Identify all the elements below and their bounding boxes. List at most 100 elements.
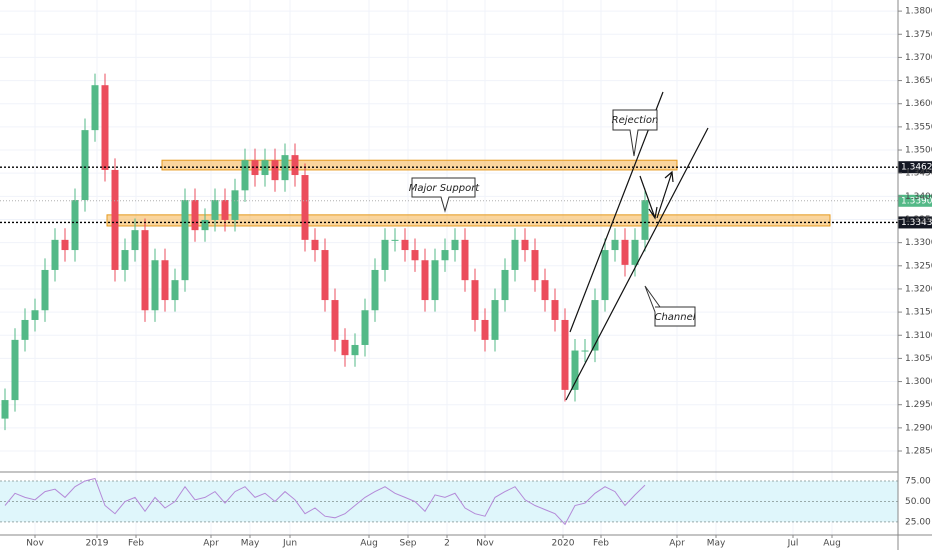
candle-body <box>421 260 429 301</box>
y-tick-label: 1.37500 <box>905 30 932 40</box>
candle-body <box>301 175 309 240</box>
x-tick-label: Apr <box>669 539 685 549</box>
candle-body <box>221 200 229 220</box>
x-tick-label: 2 <box>444 539 450 549</box>
candle-body <box>541 280 549 301</box>
candle-body <box>571 350 579 390</box>
x-tick-label: Jun <box>282 539 297 549</box>
annotation-support: Major Support <box>409 177 481 213</box>
candle-body <box>11 339 19 401</box>
candle-body <box>481 319 489 340</box>
candle-body <box>211 200 219 220</box>
candle-body <box>31 310 39 320</box>
candle-body <box>611 239 619 251</box>
candle-body <box>511 239 519 270</box>
candle-body <box>61 239 69 251</box>
candle-body <box>461 239 469 281</box>
annotation-rejection: Rejection <box>612 109 658 157</box>
candle-body <box>231 190 239 220</box>
candle-body <box>321 250 329 301</box>
candle-body <box>241 160 249 191</box>
candle-body <box>101 85 109 170</box>
candle-body <box>251 160 259 176</box>
x-tick-label: Jul <box>787 539 799 549</box>
candle-body <box>601 250 609 301</box>
candle-body <box>191 200 199 231</box>
y-tick-label: 1.33500 <box>905 215 932 225</box>
callout <box>411 177 476 213</box>
y-tick-label: 1.37000 <box>905 53 932 63</box>
candle-body <box>71 200 79 251</box>
y-tick-label: 1.34000 <box>905 192 932 202</box>
candle-body <box>291 155 299 176</box>
drawings <box>565 91 709 401</box>
y-tick-label: 1.30000 <box>905 377 932 387</box>
y-tick-label: 1.31000 <box>905 331 932 341</box>
y-tick-label: 1.32500 <box>905 261 932 271</box>
channel-lower <box>565 127 709 401</box>
candle-body <box>371 269 379 311</box>
level-label: 1.34629 <box>901 163 932 173</box>
candle-body <box>591 300 599 351</box>
candle-body <box>441 250 449 261</box>
level-tag <box>898 161 932 174</box>
y-tick-label: 1.32000 <box>905 284 932 294</box>
candle-body <box>1 400 9 419</box>
candle-body <box>161 260 169 301</box>
y-tick-label: 1.35500 <box>905 122 932 132</box>
x-tick-label: Sep <box>400 539 417 549</box>
annotation: Major Support <box>409 183 481 194</box>
rsi-line <box>4 477 646 526</box>
x-tick-label: 2019 <box>86 539 109 549</box>
y-tick-label: 1.36500 <box>905 76 932 86</box>
candle-body <box>551 300 559 320</box>
candle-body <box>351 344 359 356</box>
zones <box>106 159 831 227</box>
candle-body <box>621 239 629 265</box>
y-tick-label: 1.36000 <box>905 99 932 109</box>
arrow-up <box>656 170 674 219</box>
callout <box>612 109 658 157</box>
y-tick-label: 1.34500 <box>905 169 932 179</box>
candle-body <box>401 239 409 251</box>
x-tick-label: Nov <box>26 539 44 549</box>
candle-body <box>641 200 649 240</box>
x-tick-label: Nov <box>476 539 494 549</box>
candle-body <box>501 269 509 301</box>
candles <box>1 73 649 431</box>
candle-body <box>271 160 279 181</box>
x-tick-label: Apr <box>203 539 219 549</box>
y-tick-label: 1.29500 <box>905 400 932 410</box>
last-price-label: 1.33904 <box>901 196 932 206</box>
rsi-panel: 25.00 50.00 75.00 <box>0 477 931 527</box>
axes: 1.28500 1.29000 1.29500 1.30000 1.30500 1.310… <box>26 7 932 549</box>
callout <box>644 285 696 327</box>
candle-body <box>171 280 179 301</box>
candle-body <box>311 239 319 251</box>
y-tick-label: 1.31500 <box>905 308 932 318</box>
candle-body <box>531 250 539 281</box>
candle-body <box>121 250 129 270</box>
candle-body <box>141 230 149 311</box>
channel-upper <box>569 91 664 333</box>
y-tick-label: 1.29000 <box>905 423 932 433</box>
x-tick-label: May <box>241 539 260 549</box>
levels: 1.34629 1.33436 1.33904 <box>0 161 932 229</box>
candle-body <box>561 319 569 390</box>
last-price-tag <box>898 194 932 207</box>
candle-body <box>431 260 439 301</box>
rsi-tick-label: 50.00 <box>905 497 931 507</box>
candle-body <box>471 280 479 320</box>
candle-body <box>581 350 589 352</box>
candle-body <box>361 310 369 345</box>
candle-body <box>341 339 349 356</box>
y-tick-label: 1.30500 <box>905 354 932 364</box>
x-tick-label: Feb <box>128 539 144 549</box>
y-tick-label: 1.35000 <box>905 146 932 156</box>
candle-body <box>111 169 119 270</box>
candle-body <box>381 239 389 270</box>
candle-body <box>411 250 419 261</box>
annotation-channel: Channel <box>644 285 696 327</box>
candle-body <box>391 239 399 241</box>
